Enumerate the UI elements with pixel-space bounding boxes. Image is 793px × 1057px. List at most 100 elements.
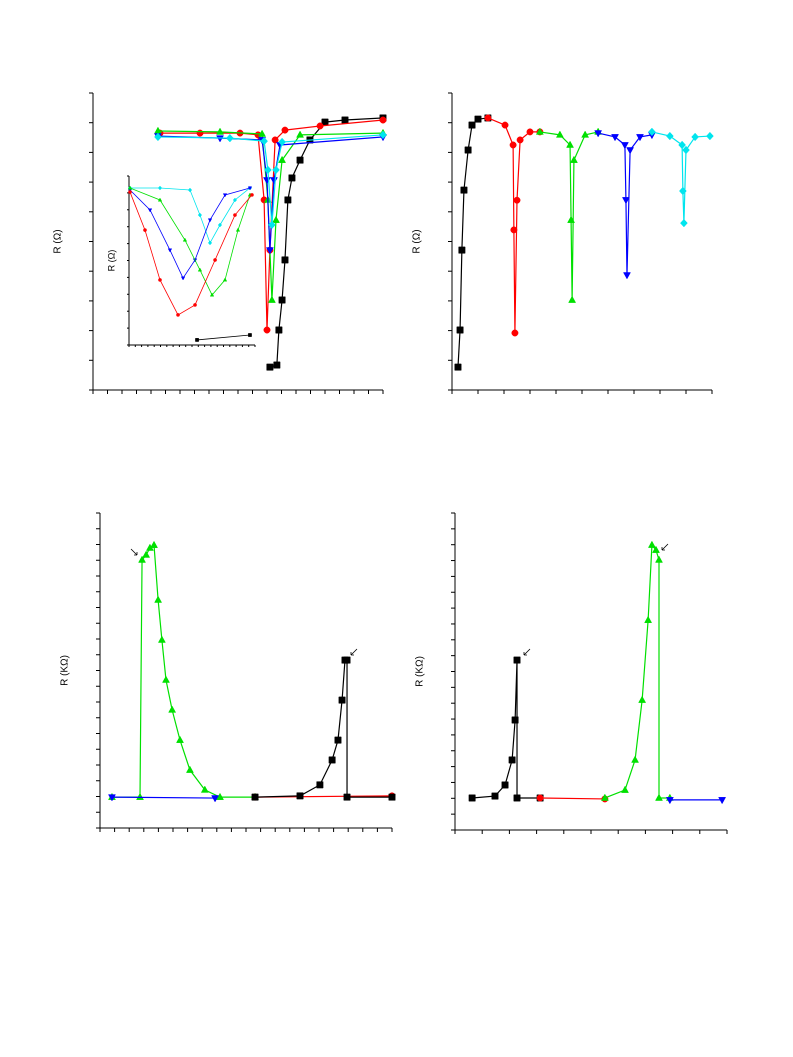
marker [147,208,153,213]
marker [260,136,268,146]
marker [157,197,163,202]
y-axis-label: R (Ω) [53,229,64,253]
marker [154,132,162,142]
marker [273,361,281,369]
marker [501,121,509,129]
marker [511,716,519,724]
marker [281,256,289,264]
annotation-arrows [130,543,669,656]
marker [611,134,619,142]
marker [516,136,524,144]
marker [150,540,158,548]
marker [680,218,688,228]
marker [216,135,224,143]
marker [655,555,663,563]
marker [258,129,267,137]
marker [248,333,252,337]
marker [652,545,660,553]
marker [168,705,177,713]
marker [581,130,590,138]
marker [620,142,629,150]
marker [338,696,346,704]
marker [567,215,576,223]
marker [706,131,714,141]
marker [526,128,534,136]
panel: R (KΩ) [415,512,728,834]
marker [176,313,180,317]
marker [251,793,259,801]
marker [328,756,336,764]
marker [536,794,544,802]
marker [594,130,603,138]
marker [275,326,283,334]
marker [200,785,209,793]
marker [718,797,727,805]
marker [264,165,272,175]
marker [281,126,289,134]
marker [209,292,215,297]
marker [343,656,351,664]
marker [187,187,193,193]
marker [636,134,644,142]
series-line [129,187,251,279]
marker [511,329,519,337]
marker [157,185,163,191]
marker [678,140,686,150]
marker [138,555,146,563]
series-line [197,334,250,341]
marker [508,756,516,764]
marker [266,363,274,371]
series-line [129,187,251,296]
marker [665,797,674,805]
series-line [130,187,251,244]
marker [217,222,223,228]
marker [211,795,219,803]
marker [600,793,609,801]
arrow [661,543,669,551]
marker [474,115,482,123]
arrow [523,648,531,656]
marker [456,326,464,334]
marker [193,303,197,307]
y-axis-label: R (Ω) [412,229,423,253]
marker [510,226,518,234]
marker [195,338,199,342]
marker [468,121,476,129]
marker [247,186,253,191]
marker [176,735,184,743]
marker [158,278,162,282]
marker [379,116,387,124]
panel: R (KΩ) [60,512,396,832]
marker [296,130,305,138]
marker [655,793,663,801]
marker [278,296,286,304]
marker [207,240,213,246]
marker [143,228,147,232]
marker [271,136,279,144]
marker [296,156,304,164]
marker [268,220,276,230]
marker [316,781,324,789]
y-axis-label: R (KΩ) [60,655,71,686]
marker [267,295,276,303]
marker [136,792,144,800]
marker [278,155,287,163]
marker [341,116,349,124]
panel: R (Ω) [53,92,387,394]
y-axis-label: R (KΩ) [415,656,426,687]
series-line [604,543,670,799]
marker [491,792,499,800]
marker [154,595,163,603]
marker [216,127,224,135]
marker [468,794,476,802]
marker [180,276,186,281]
marker [569,155,578,163]
marker [108,794,116,802]
marker [644,615,653,623]
marker [272,165,280,175]
marker [232,197,238,203]
series-line [129,191,253,316]
marker [555,130,564,138]
marker [626,147,635,155]
